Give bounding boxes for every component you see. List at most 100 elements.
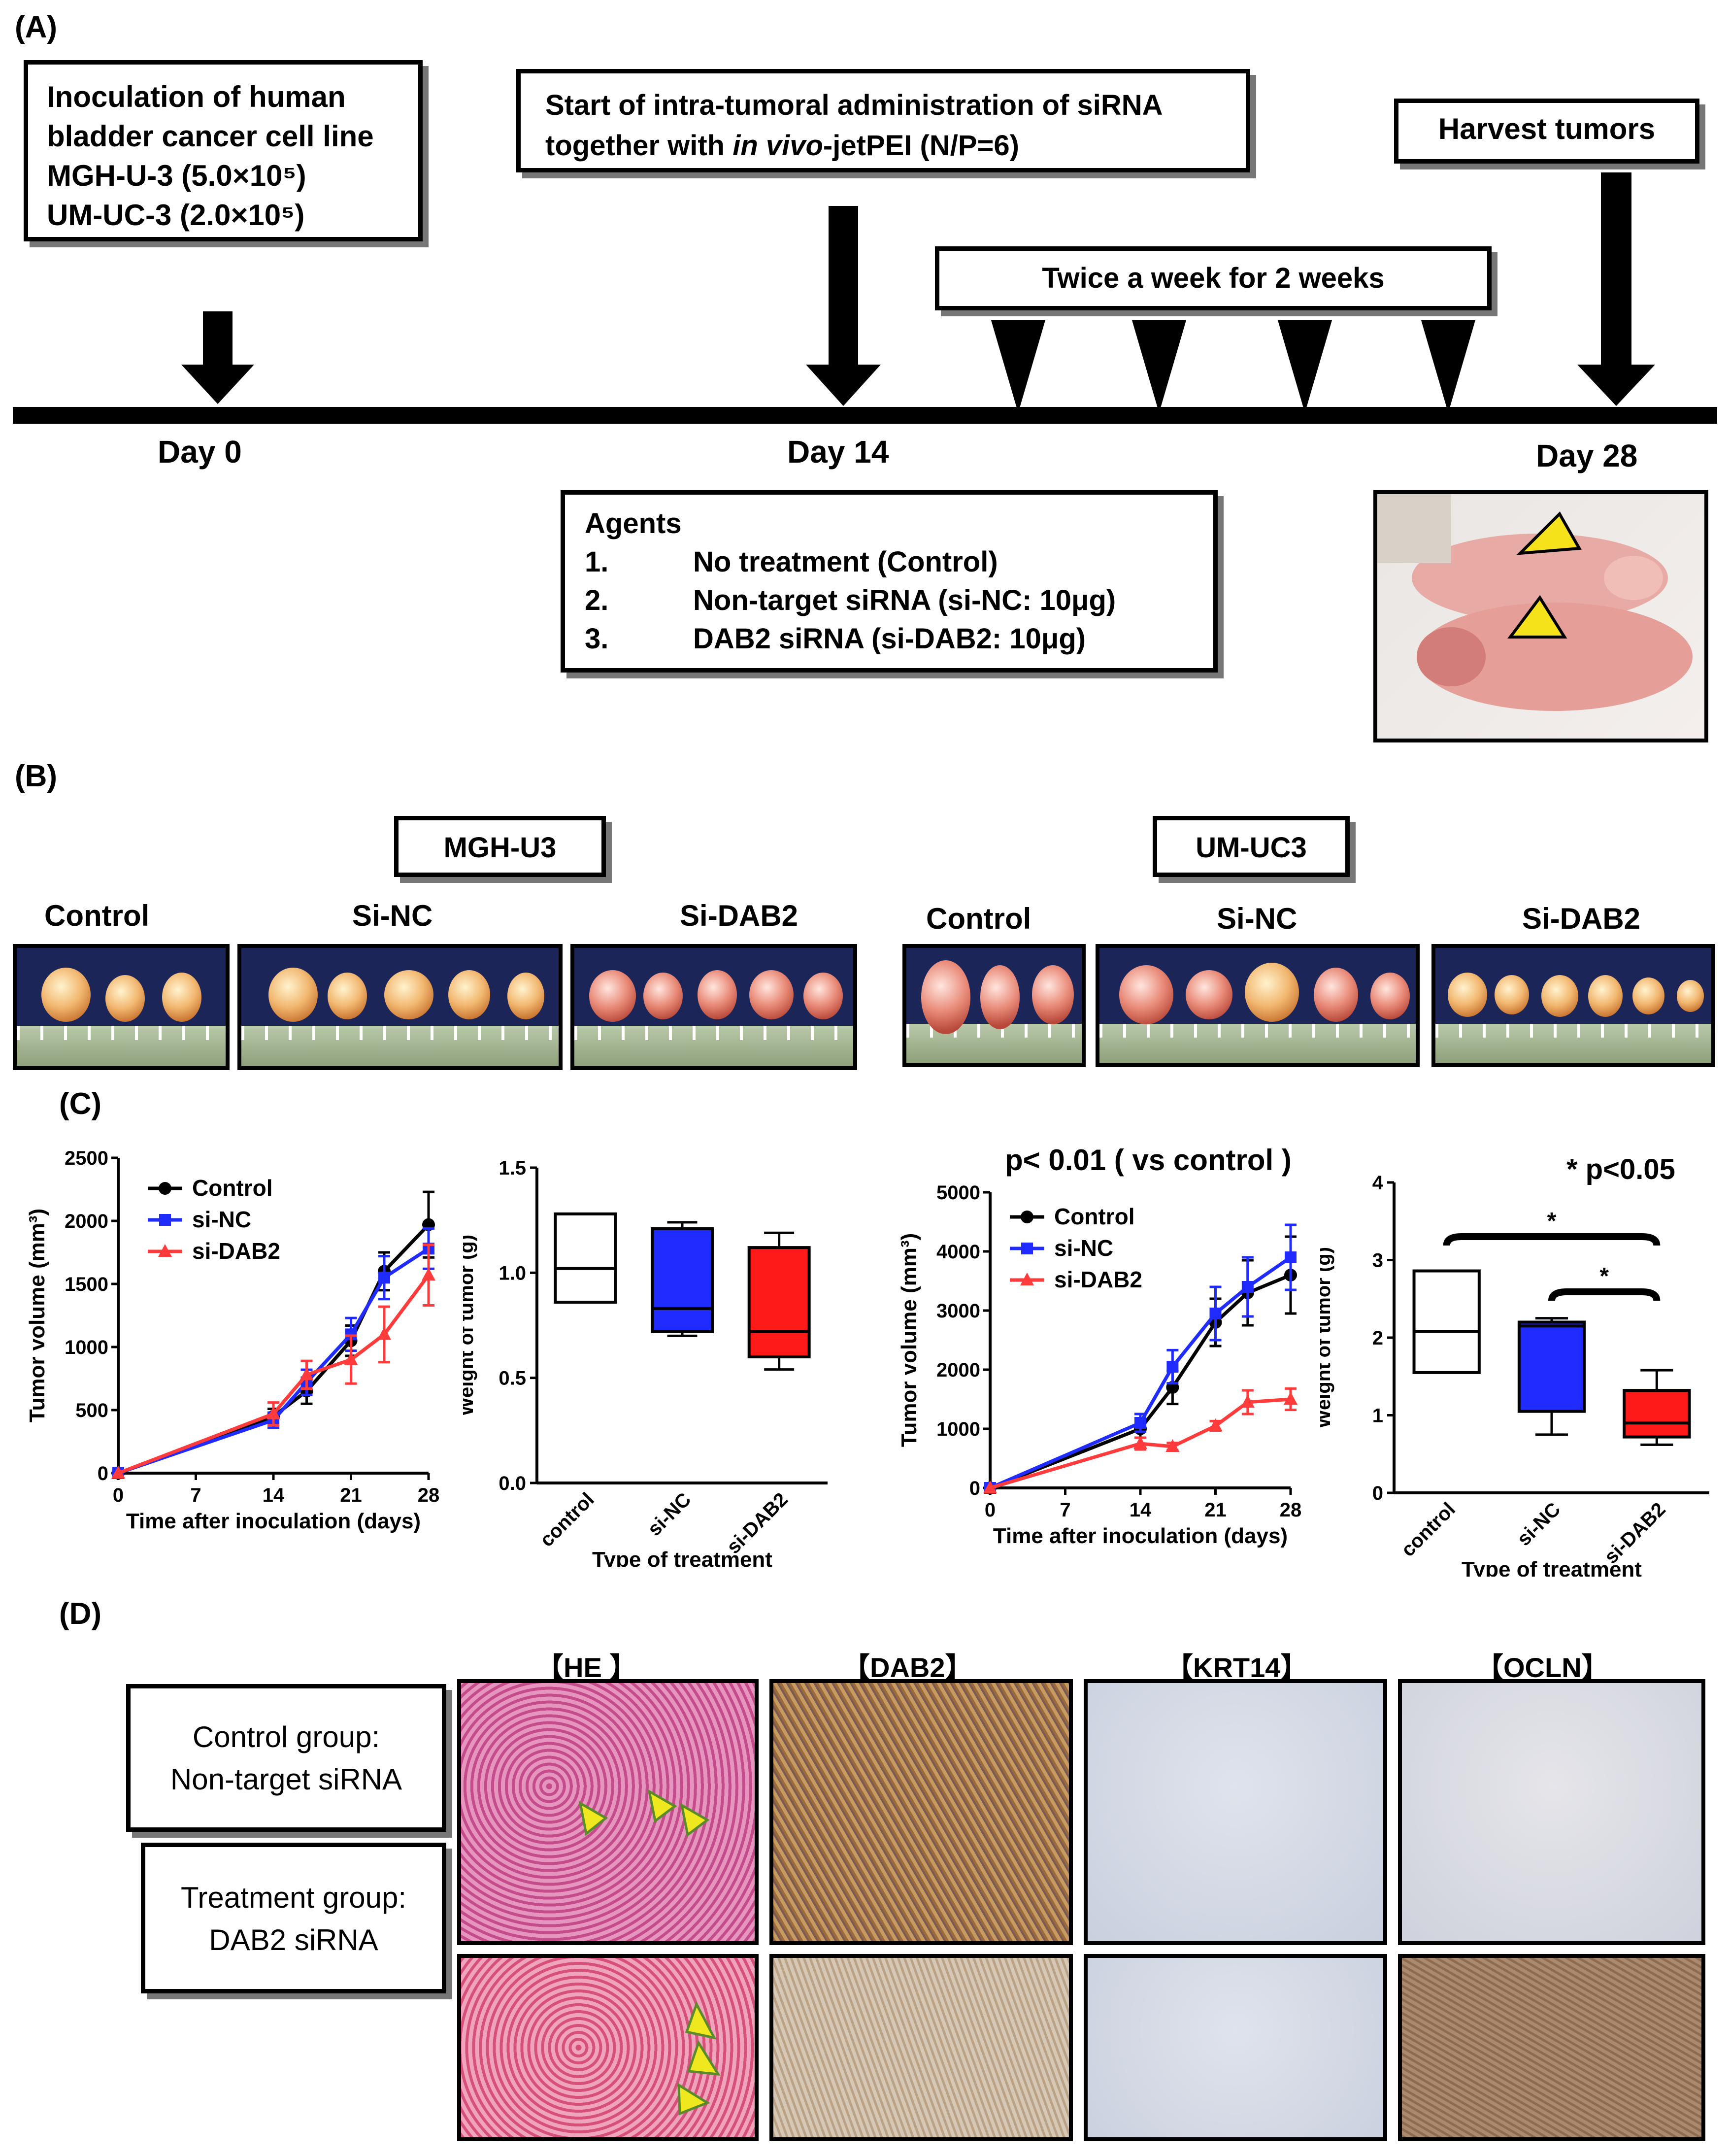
chart3-pvalue: p< 0.01 ( vs control ) <box>1005 1144 1292 1177</box>
y-axis-label: Weight of tumor (g) <box>463 1235 477 1416</box>
y-tick-label: 1.5 <box>499 1157 526 1179</box>
mouse-photo-svg <box>1377 494 1693 711</box>
y-tick-label: 2000 <box>936 1359 980 1381</box>
he-marker-1 <box>578 1801 608 1836</box>
x-tick-label: 14 <box>1130 1499 1152 1521</box>
x-axis-label: Time after inoculation (days) <box>993 1524 1288 1548</box>
day28-label: Day 28 <box>1536 438 1638 473</box>
y-tick-label: 2500 <box>65 1147 108 1169</box>
photo-um-control <box>902 944 1086 1067</box>
legend-marker <box>1021 1243 1033 1254</box>
panel-a-label: (A) <box>15 10 58 44</box>
col-krt14: 【KRT14】 <box>1165 1652 1308 1683</box>
data-point <box>111 1466 125 1479</box>
row2-line2: DAB2 siRNA <box>209 1923 378 1956</box>
panel-b-label: (B) <box>15 759 58 793</box>
legend-marker <box>1021 1211 1033 1223</box>
x-tick-label: 7 <box>1060 1499 1070 1521</box>
x-tick-label: 28 <box>418 1484 440 1506</box>
series-line-si-NC <box>117 1247 430 1475</box>
group-um-uc3: UM-UC3 <box>1196 832 1307 864</box>
y-axis-label: Weight of tumor (g) <box>1320 1247 1334 1428</box>
b2-sinc-label: Si-NC <box>1217 902 1298 935</box>
box-si-DAB2 <box>1623 1389 1691 1439</box>
data-point <box>1241 1281 1254 1293</box>
box-si-NC <box>651 1227 714 1333</box>
x-axis-label: Time after inoculation (days) <box>126 1509 421 1533</box>
y-tick-label: 1.0 <box>499 1262 526 1284</box>
data-point <box>266 1406 280 1419</box>
day0-arrow <box>181 311 254 404</box>
chart1-tumor-volume-mgh: 0 500 1000 1500 2000 2500 0 7 14 21 28 Time after i… <box>25 1147 440 1533</box>
b1-sidab2-label: Si-DAB2 <box>680 899 798 932</box>
inoculation-line-2: bladder cancer cell line <box>47 120 374 153</box>
significance-star: * <box>1547 1208 1557 1234</box>
box-control <box>1412 1269 1481 1374</box>
day0-label: Day 0 <box>158 434 242 470</box>
data-point <box>1208 1418 1223 1431</box>
y-tick-label: 2000 <box>65 1211 108 1232</box>
x-tick-label: 7 <box>190 1484 201 1506</box>
panel-d-label: (D) <box>59 1597 102 1631</box>
y-tick-label: 500 <box>75 1400 108 1421</box>
box-control <box>554 1212 617 1304</box>
data-point <box>1165 1439 1180 1452</box>
col-he: 【HE 】 <box>536 1652 637 1683</box>
series-line-si-DAB2 <box>990 1397 1291 1490</box>
he-marker-6 <box>677 2083 710 2116</box>
y-tick-label: 4 <box>1372 1173 1384 1194</box>
he-marker-4 <box>685 2001 717 2040</box>
row1-label-box: Control group: Non-target siRNA <box>126 1684 446 1832</box>
data-point <box>1284 1392 1298 1405</box>
b1-sinc-label: Si-NC <box>352 899 433 932</box>
legend-label-si-NC: si-NC <box>1054 1235 1113 1261</box>
timeline-svg <box>13 172 1717 424</box>
histo-ocln-control <box>1398 1679 1705 1945</box>
x-axis-label: Type of treatment <box>1462 1557 1642 1577</box>
col-ocln: 【OCLN】 <box>1476 1652 1609 1683</box>
legend-label-si-DAB2: si-DAB2 <box>192 1238 280 1264</box>
histo-he-control <box>457 1679 759 1945</box>
x-tick-label: 21 <box>340 1484 362 1506</box>
y-tick-label: 0 <box>1372 1482 1383 1504</box>
col-dab2: 【DAB2】 <box>842 1652 973 1683</box>
chart3-tumor-volume-um: 0 1000 2000 3000 4000 5000 0 7 14 21 28 Time after … <box>897 1182 1302 1548</box>
series-line-si-DAB2 <box>117 1274 430 1475</box>
chart4-pvalue: * p<0.05 <box>1566 1153 1675 1185</box>
day14-arrow <box>806 206 881 406</box>
row2-line1: Treatment group: <box>181 1881 406 1914</box>
data-point <box>1209 1308 1222 1319</box>
photo-mgh-sinc <box>237 944 563 1070</box>
harvest-box: Harvest tumors <box>1394 99 1699 164</box>
photo-um-sinc <box>1096 944 1420 1067</box>
tumor-marker-2 <box>1507 595 1567 639</box>
data-point <box>1166 1361 1179 1373</box>
row1-line1: Control group: <box>192 1720 380 1753</box>
y-tick-label: 5000 <box>936 1182 980 1204</box>
y-tick-label: 0.0 <box>499 1473 526 1494</box>
y-tick-label: 1500 <box>65 1274 108 1295</box>
x-tick-label: 0 <box>985 1499 996 1521</box>
x-tick-label: 28 <box>1280 1499 1302 1521</box>
data-point <box>1134 1417 1146 1429</box>
agent-item-3: 3. DAB2 siRNA (si-DAB2: 10μg) <box>585 623 1086 655</box>
y-tick-label: 0.5 <box>499 1368 526 1389</box>
twice-weekly-text: Twice a week for 2 weeks <box>1042 262 1385 294</box>
administration-line-2-post: -jetPEI (N/P=6) <box>823 130 1019 162</box>
box-si-DAB2 <box>747 1246 811 1358</box>
dose-marker-4 <box>1421 320 1475 413</box>
he-marker-3 <box>680 1803 710 1837</box>
legend-marker <box>159 1182 171 1195</box>
group-mgh-u3-box: MGH-U3 <box>394 816 606 877</box>
histo-krt14-control <box>1084 1679 1387 1945</box>
he-marker-2 <box>647 1789 677 1823</box>
dose-marker-3 <box>1278 320 1332 413</box>
inoculation-line-1: Inoculation of human <box>47 80 346 113</box>
legend-label-si-DAB2: si-DAB2 <box>1054 1267 1142 1292</box>
y-axis-label: Tumor volume (mm³) <box>897 1233 921 1447</box>
y-tick-label: 1000 <box>936 1418 980 1440</box>
y-tick-label: 4000 <box>936 1241 980 1263</box>
significance-star: * <box>1599 1263 1609 1289</box>
y-axis-label: Tumor volume (mm³) <box>25 1209 49 1422</box>
